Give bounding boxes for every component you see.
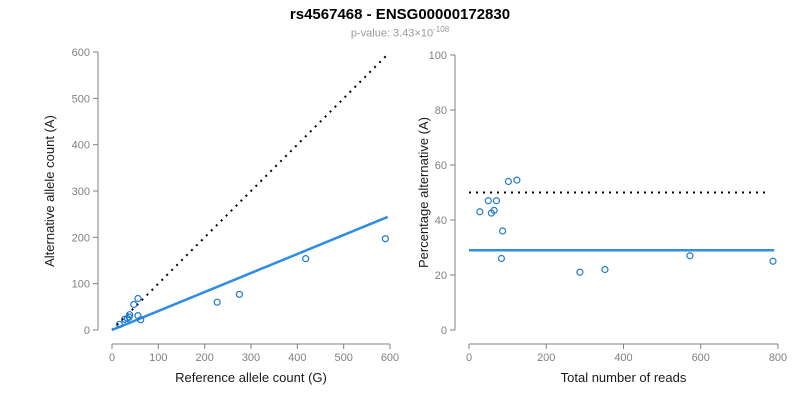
figure-title: rs4567468 - ENSG00000172830 [289, 6, 511, 23]
data-point [484, 197, 492, 205]
pvalue-exponent: -108 [433, 25, 450, 34]
data-point [130, 300, 138, 309]
regression-line [111, 215, 389, 332]
x-tick-label: 400 [288, 352, 306, 364]
x-tick-label: 800 [769, 352, 787, 364]
x-tick-label: 200 [537, 352, 555, 364]
x-tick-label: 600 [381, 352, 399, 364]
y-axis-title: Percentage alternative (A) [416, 117, 431, 268]
y-tick-label: 0 [84, 325, 90, 337]
x-tick-label: 0 [466, 352, 472, 364]
x-tick-label: 500 [334, 352, 352, 364]
y-tick-label: 0 [441, 325, 447, 337]
data-point [490, 206, 498, 214]
y-tick-label: 80 [435, 105, 447, 117]
data-point [115, 320, 124, 329]
y-tick-label: 60 [435, 160, 447, 172]
y-axis-title: Alternative allele count (A) [42, 115, 57, 267]
figure-subtitle: p-value: 3.43×10-108 [0, 25, 800, 40]
data-point [576, 268, 584, 276]
data-point [499, 227, 507, 235]
y-tick-label: 300 [72, 186, 90, 198]
data-point [601, 265, 609, 274]
x-tick-label: 0 [109, 352, 115, 364]
y-tick-label: 600 [72, 47, 90, 59]
data-point [513, 176, 521, 184]
data-point [381, 235, 389, 243]
data-point [123, 314, 131, 323]
y-tick-label: 100 [72, 279, 90, 291]
x-axis-title: Total number of reads [561, 370, 687, 385]
data-point [476, 208, 484, 216]
x-tick-label: 300 [242, 352, 260, 364]
data-point [492, 197, 501, 205]
data-point [134, 294, 142, 303]
x-axis-title: Reference allele count (G) [175, 370, 327, 385]
data-point [302, 255, 310, 263]
data-point [134, 312, 142, 320]
y-tick-label: 500 [72, 93, 90, 105]
y-tick-label: 100 [429, 50, 447, 62]
x-tick-label: 100 [149, 352, 167, 364]
data-point [769, 257, 777, 265]
data-point [235, 290, 244, 298]
x-tick-label: 400 [614, 352, 632, 364]
data-point [126, 311, 134, 319]
y-tick-label: 200 [72, 232, 90, 244]
data-point [497, 254, 506, 263]
y-tick-label: 400 [72, 140, 90, 152]
y-tick-label: 20 [435, 270, 447, 282]
x-tick-label: 200 [195, 352, 213, 364]
data-point [213, 298, 221, 306]
identity-line [111, 54, 388, 331]
data-point [686, 252, 694, 260]
y-tick-label: 40 [435, 215, 447, 227]
x-tick-label: 600 [692, 352, 710, 364]
data-point [504, 177, 512, 186]
pvalue-text: p-value: 3.43×10 [350, 27, 434, 40]
